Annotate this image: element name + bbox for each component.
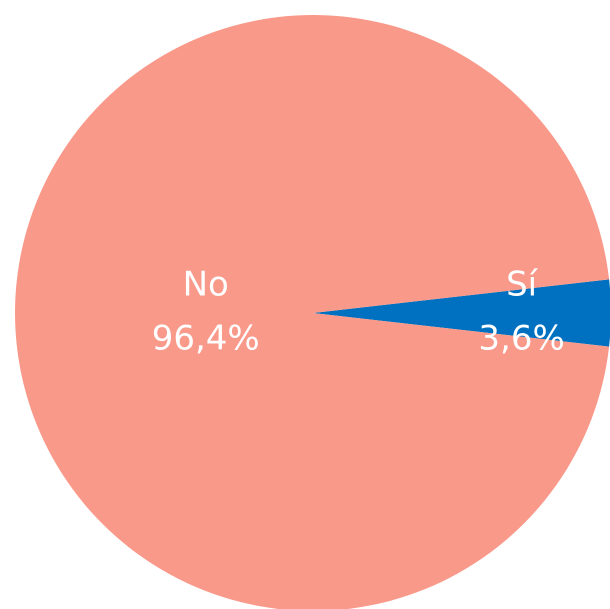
slice-value-label: 3,6% [478, 319, 564, 359]
slice-category-label: Sí [506, 265, 539, 305]
pie-slice [14, 15, 610, 609]
slice-value-label: 96,4% [152, 319, 260, 359]
pie-slice [313, 279, 610, 347]
slice-category-label: No [183, 265, 229, 305]
